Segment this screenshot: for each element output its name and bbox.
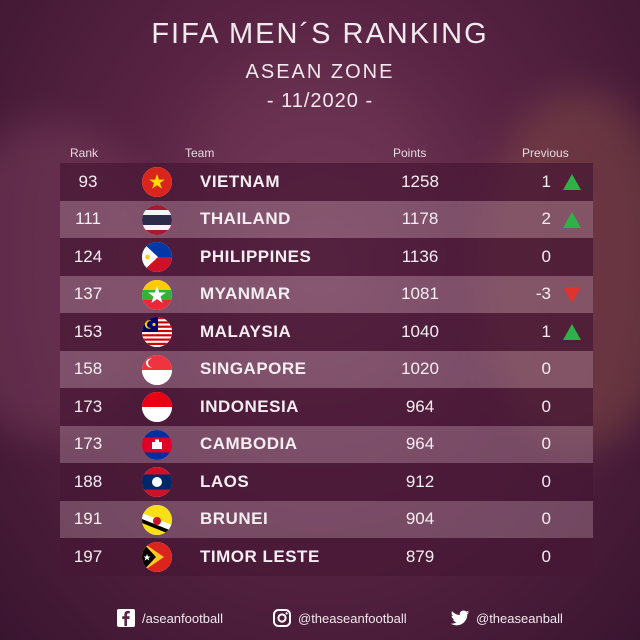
points-value: 1258 <box>401 171 439 191</box>
rank-value: 158 <box>73 359 103 379</box>
team-name: INDONESIA <box>200 396 299 416</box>
team-name: TIMOR LESTE <box>200 546 320 566</box>
instagram-icon <box>272 608 292 628</box>
previous-change: 0 <box>541 546 551 566</box>
page-subtitle: ASEAN ZONE <box>245 61 395 83</box>
vietnam-flag-icon <box>142 167 172 197</box>
facebook-icon <box>116 608 136 628</box>
page-title: FIFA MEN´S RANKING <box>151 18 489 50</box>
rank-value: 137 <box>73 284 103 304</box>
thailand-flag-icon <box>142 204 172 235</box>
previous-change: 0 <box>541 509 551 529</box>
rank-value: 173 <box>73 396 103 416</box>
indonesia-flag-icon <box>142 392 172 422</box>
team-name: MYANMAR <box>200 284 291 304</box>
header: FIFA MEN´S RANKING ASEAN ZONE - 11/2020 … <box>0 18 640 113</box>
previous-change: -3 <box>535 284 551 304</box>
team-name: PHILIPPINES <box>200 246 312 266</box>
table-row: 173 INDONESIA 964 0 <box>60 388 593 426</box>
points-value: 1178 <box>401 209 439 229</box>
rank-value: 153 <box>73 321 103 341</box>
rank-value: 191 <box>73 509 103 529</box>
table-row: 191 BRUNEI 904 0 <box>60 500 593 538</box>
table-row: 93 VIETNAM 1258 1 <box>60 163 593 201</box>
cambodia-flag-icon <box>142 429 172 460</box>
table-row: 124 PHILIPPINES 1136 0 <box>60 238 593 276</box>
footer: /aseanfootball @theaseanfootball @thease… <box>0 608 640 632</box>
points-value: 912 <box>405 471 435 491</box>
team-name: MALAYSIA <box>200 321 292 341</box>
trend-up-icon <box>563 211 581 229</box>
column-headers: Rank Team Points Previous <box>0 146 640 162</box>
facebook-handle: /aseanfootball <box>142 610 223 626</box>
points-value: 964 <box>405 396 435 416</box>
column-header-team: Team <box>185 146 215 160</box>
team-name: CAMBODIA <box>200 434 298 454</box>
singapore-flag-icon <box>142 354 172 385</box>
rank-value: 124 <box>73 246 103 266</box>
trend-up-icon <box>563 323 581 341</box>
brunei-flag-icon <box>142 504 172 535</box>
laos-flag-icon <box>142 467 172 497</box>
facebook-link[interactable]: /aseanfootball <box>116 608 223 628</box>
previous-change: 0 <box>541 396 551 416</box>
team-name: BRUNEI <box>200 509 269 529</box>
twitter-handle: @theaseanball <box>476 610 563 626</box>
previous-change: 1 <box>541 171 551 191</box>
points-value: 1081 <box>401 284 439 304</box>
table-row: 158 SINGAPORE 1020 0 <box>60 350 593 388</box>
table-row: 137 MYANMAR 1081 -3 <box>60 275 593 313</box>
previous-change: 0 <box>541 471 551 491</box>
points-value: 964 <box>405 434 435 454</box>
team-name: THAILAND <box>200 209 291 229</box>
points-value: 879 <box>405 546 435 566</box>
instagram-link[interactable]: @theaseanfootball <box>272 608 407 628</box>
column-header-rank: Rank <box>70 146 99 160</box>
ranking-table: 93 VIETNAM 1258 1 111 THAILAND 1178 2 124 PHILIPP… <box>60 163 593 576</box>
twitter-link[interactable]: @theaseanball <box>450 608 563 628</box>
points-value: 1020 <box>401 359 439 379</box>
column-header-previous: Previous <box>522 146 569 160</box>
malaysia-flag-icon <box>142 317 172 347</box>
rank-value: 93 <box>78 171 98 191</box>
table-row: 153 MALAYSIA 1040 1 <box>60 313 593 351</box>
table-row: 111 THAILAND 1178 2 <box>60 200 593 238</box>
philippines-flag-icon <box>142 242 172 272</box>
ranking-date: - 11/2020 - <box>266 90 374 112</box>
table-row: 188 LAOS 912 0 <box>60 463 593 501</box>
twitter-icon <box>450 608 470 628</box>
rank-value: 173 <box>73 434 103 454</box>
previous-change: 0 <box>541 359 551 379</box>
column-header-points: Points <box>393 146 427 160</box>
table-row: 197 TIMOR LESTE 879 0 <box>60 538 593 576</box>
trend-down-icon <box>563 286 581 304</box>
timor-leste-flag-icon <box>142 542 172 572</box>
team-name: VIETNAM <box>200 171 280 191</box>
previous-change: 2 <box>541 209 551 229</box>
instagram-handle: @theaseanfootball <box>298 610 407 626</box>
previous-change: 0 <box>541 434 551 454</box>
previous-change: 1 <box>541 321 551 341</box>
previous-change: 0 <box>541 246 551 266</box>
points-value: 1136 <box>401 246 439 266</box>
rank-value: 111 <box>75 209 101 229</box>
rank-value: 197 <box>73 546 103 566</box>
points-value: 904 <box>405 509 435 529</box>
myanmar-flag-icon <box>142 279 172 310</box>
table-row: 173 CAMBODIA 964 0 <box>60 425 593 463</box>
rank-value: 188 <box>73 471 103 491</box>
trend-up-icon <box>563 173 581 191</box>
team-name: SINGAPORE <box>200 359 307 379</box>
team-name: LAOS <box>200 471 250 491</box>
points-value: 1040 <box>401 321 439 341</box>
